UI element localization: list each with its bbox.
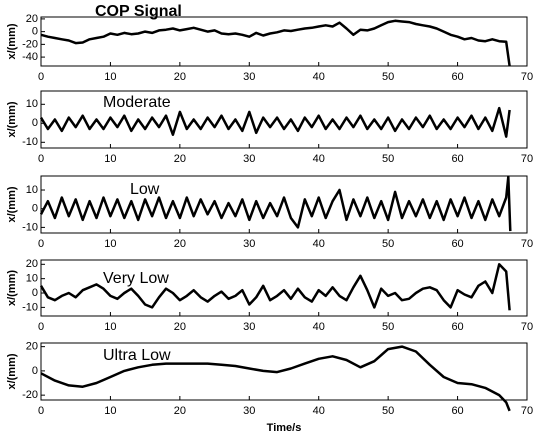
y-tick-label: 0 xyxy=(32,287,38,299)
x-tick-label: 10 xyxy=(104,153,116,165)
x-tick-label: 50 xyxy=(382,153,394,165)
y-tick-label: 0 xyxy=(32,203,38,215)
x-tick-label: 10 xyxy=(104,71,116,83)
x-tick-label: 70 xyxy=(521,71,533,83)
y-tick-label: -10 xyxy=(22,301,38,313)
x-tick-label: 0 xyxy=(38,238,44,250)
x-tick-label: 70 xyxy=(521,238,533,250)
x-tick-label: 40 xyxy=(313,321,325,333)
y-axis-label: x/(mm) xyxy=(6,353,18,389)
signal-line xyxy=(39,175,512,232)
x-tick-label: 40 xyxy=(313,153,325,165)
x-tick-label: 40 xyxy=(313,238,325,250)
plot-frame xyxy=(40,16,528,67)
x-tick-label: 50 xyxy=(382,238,394,250)
x-tick-label: 0 xyxy=(38,321,44,333)
y-tick-label: -10 xyxy=(22,136,38,148)
y-tick-label: 10 xyxy=(26,184,38,196)
y-tick-label: -40 xyxy=(22,51,38,63)
y-axis-label: x/(mm) xyxy=(6,270,18,306)
plot-frame xyxy=(40,259,528,317)
panel-title: Ultra Low xyxy=(103,347,171,364)
y-tick-label: 0 xyxy=(32,365,38,377)
y-tick-label: 20 xyxy=(26,258,38,270)
x-tick-label: 20 xyxy=(174,153,186,165)
x-tick-label: 70 xyxy=(521,405,533,417)
panel-title: COP Signal xyxy=(95,3,182,20)
x-tick-label: 0 xyxy=(38,71,44,83)
y-tick-label: 20 xyxy=(26,341,38,353)
x-tick-label: 30 xyxy=(243,71,255,83)
x-tick-label: 20 xyxy=(174,238,186,250)
panel-title: Very Low xyxy=(103,270,169,287)
x-tick-label: 50 xyxy=(382,321,394,333)
x-tick-label: 60 xyxy=(451,405,463,417)
y-tick-label: 20 xyxy=(26,13,38,25)
x-tick-label: 0 xyxy=(38,153,44,165)
signal-line xyxy=(40,19,511,67)
x-tick-label: 20 xyxy=(174,71,186,83)
x-tick-label: 0 xyxy=(38,405,44,417)
x-tick-label: 60 xyxy=(451,71,463,83)
x-tick-label: 40 xyxy=(313,405,325,417)
y-tick-label: -20 xyxy=(22,389,38,401)
signal-line xyxy=(39,263,511,311)
x-tick-label: 60 xyxy=(451,238,463,250)
x-tick-label: 70 xyxy=(521,153,533,165)
x-tick-label: 50 xyxy=(382,71,394,83)
y-tick-label: 0 xyxy=(32,117,38,129)
x-tick-label: 70 xyxy=(521,321,533,333)
x-tick-label: 30 xyxy=(243,153,255,165)
x-tick-label: 30 xyxy=(243,238,255,250)
x-tick-label: 50 xyxy=(382,405,394,417)
x-tick-label: 30 xyxy=(243,405,255,417)
x-tick-label: 60 xyxy=(451,321,463,333)
signal-line xyxy=(39,106,511,138)
x-tick-label: 10 xyxy=(104,238,116,250)
panel-title: Moderate xyxy=(103,94,171,111)
y-tick-label: -10 xyxy=(22,221,38,233)
x-tick-label: 20 xyxy=(174,321,186,333)
panel-title: Low xyxy=(130,181,160,198)
y-axis-label: x/(mm) xyxy=(6,101,18,137)
x-tick-label: 30 xyxy=(243,321,255,333)
y-axis-label: x/(mm) xyxy=(6,23,18,59)
x-tick-label: 10 xyxy=(104,321,116,333)
x-tick-label: 40 xyxy=(313,71,325,83)
x-tick-label: 60 xyxy=(451,153,463,165)
x-tick-label: 20 xyxy=(174,405,186,417)
y-tick-label: -20 xyxy=(22,38,38,50)
y-tick-label: 0 xyxy=(32,26,38,38)
plot-frame xyxy=(40,175,528,234)
x-axis-label: Time/s xyxy=(267,422,302,434)
plot-frame xyxy=(40,342,528,401)
y-axis-label: x/(mm) xyxy=(6,186,18,222)
x-tick-label: 10 xyxy=(104,405,116,417)
y-tick-label: 10 xyxy=(26,273,38,285)
y-tick-label: 10 xyxy=(26,98,38,110)
signal-line xyxy=(40,345,511,412)
